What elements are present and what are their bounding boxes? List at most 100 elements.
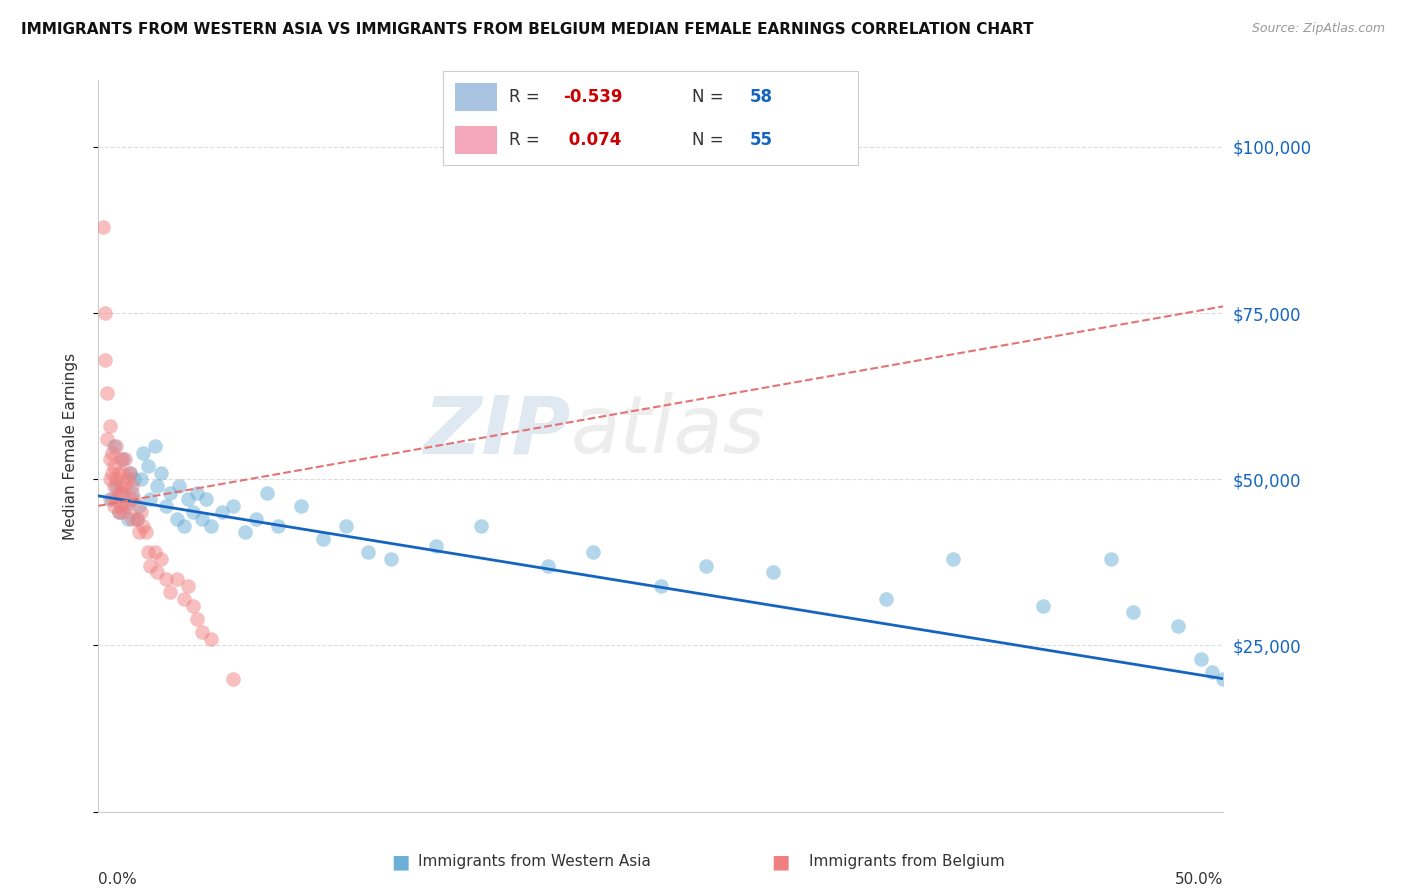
Point [132, 445, 155, 459]
Point [121, 479, 143, 493]
Point [267, 518, 290, 533]
Point [146, 566, 169, 580]
Point [181, 506, 204, 520]
Point [191, 512, 214, 526]
Point [136, 545, 159, 559]
Point [94, 352, 117, 367]
Point [112, 452, 135, 467]
Point [107, 466, 129, 480]
Point [875, 591, 897, 606]
Point [146, 479, 169, 493]
Point [103, 479, 125, 493]
Point [211, 506, 233, 520]
Text: 55: 55 [749, 131, 773, 149]
Point [98, 419, 121, 434]
Point [105, 472, 128, 486]
Point [125, 512, 148, 526]
Point [136, 458, 159, 473]
Text: -0.539: -0.539 [564, 87, 623, 105]
Point [166, 572, 188, 586]
Point [1212, 672, 1234, 686]
Point [98, 452, 121, 467]
Point [118, 492, 141, 507]
Text: Immigrants from Belgium: Immigrants from Belgium [808, 855, 1005, 869]
Point [101, 492, 124, 507]
Text: 0.0%: 0.0% [98, 871, 138, 887]
Point [650, 579, 672, 593]
Text: R =: R = [509, 87, 540, 105]
Point [96, 433, 118, 447]
Point [312, 532, 335, 546]
Point [117, 499, 139, 513]
Point [191, 625, 214, 640]
Point [256, 485, 278, 500]
Point [98, 492, 121, 507]
Point [1032, 599, 1054, 613]
Point [582, 545, 605, 559]
Point [425, 539, 447, 553]
Point [129, 506, 152, 520]
Point [139, 492, 162, 507]
Point [186, 485, 208, 500]
Point [112, 506, 135, 520]
Text: N =: N = [692, 87, 723, 105]
Point [114, 479, 136, 493]
Point [129, 472, 152, 486]
Text: 0.074: 0.074 [564, 131, 621, 149]
Text: atlas: atlas [571, 392, 766, 470]
Point [103, 499, 125, 513]
Point [103, 439, 125, 453]
Point [380, 552, 402, 566]
Point [107, 506, 129, 520]
Point [101, 445, 124, 459]
Point [155, 499, 177, 513]
Point [173, 591, 195, 606]
Point [155, 572, 177, 586]
Point [169, 479, 191, 493]
Point [118, 466, 141, 480]
Point [98, 472, 121, 486]
Point [150, 552, 173, 566]
Point [118, 466, 141, 480]
Point [117, 512, 139, 526]
Point [1189, 652, 1212, 666]
Point [173, 518, 195, 533]
Text: R =: R = [509, 131, 540, 149]
Point [124, 472, 146, 486]
Point [121, 512, 143, 526]
Point [114, 452, 136, 467]
Point [110, 452, 132, 467]
Point [135, 525, 157, 540]
Y-axis label: Median Female Earnings: Median Female Earnings [63, 352, 77, 540]
Point [132, 518, 155, 533]
Point [110, 485, 132, 500]
Point [1099, 552, 1122, 566]
Point [139, 558, 162, 573]
Point [335, 518, 357, 533]
Point [942, 552, 965, 566]
Point [150, 466, 173, 480]
Point [357, 545, 380, 559]
Point [200, 518, 222, 533]
Point [117, 472, 139, 486]
Text: Immigrants from Western Asia: Immigrants from Western Asia [418, 855, 651, 869]
Point [166, 512, 188, 526]
Point [110, 499, 132, 513]
Point [1167, 618, 1189, 632]
Point [91, 219, 114, 234]
Point [143, 439, 166, 453]
Text: ■: ■ [391, 852, 411, 871]
Point [107, 506, 129, 520]
Point [121, 485, 143, 500]
Point [200, 632, 222, 646]
Point [222, 672, 245, 686]
Point [110, 479, 132, 493]
Point [1201, 665, 1223, 679]
Point [222, 499, 245, 513]
Point [103, 458, 125, 473]
FancyBboxPatch shape [443, 71, 858, 165]
Point [124, 492, 146, 507]
Point [245, 512, 267, 526]
Text: ZIP: ZIP [423, 392, 571, 470]
Point [1122, 605, 1144, 619]
